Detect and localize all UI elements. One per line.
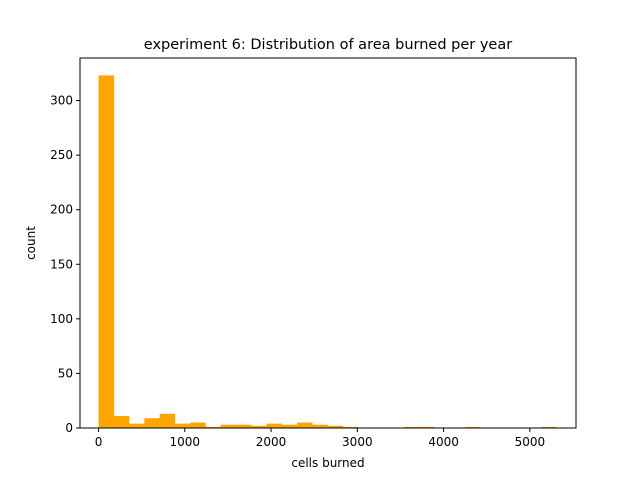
histogram-bar	[98, 75, 115, 428]
bars-group	[98, 75, 557, 428]
histogram-bar	[281, 424, 298, 428]
histogram-bar	[144, 418, 160, 428]
histogram-bar	[403, 426, 420, 428]
y-tick-label: 50	[58, 366, 73, 380]
x-axis-ticks: 0 1000 2000 3000 4000 5000	[95, 428, 545, 449]
histogram-bar	[113, 415, 130, 428]
histogram-bar	[159, 413, 176, 428]
histogram-bar	[190, 422, 206, 428]
y-tick-label: 250	[50, 148, 73, 162]
y-tick-label: 300	[50, 94, 73, 108]
histogram-bar	[312, 424, 328, 428]
histogram-bar	[129, 423, 145, 428]
histogram-bar	[327, 425, 344, 428]
y-tick-label: 200	[50, 203, 73, 217]
histogram-bar	[235, 424, 252, 428]
x-tick-label: 5000	[515, 435, 546, 449]
x-tick-label: 0	[95, 435, 103, 449]
histogram-bar	[174, 423, 191, 428]
y-axis-ticks: 0 50 100 150 200 250 300	[50, 94, 80, 435]
y-tick-label: 100	[50, 312, 73, 326]
y-tick-label: 150	[50, 257, 73, 271]
y-axis-label: count	[24, 226, 38, 260]
histogram-bar	[419, 426, 435, 428]
histogram-bar	[464, 426, 481, 428]
histogram-bar	[251, 425, 267, 428]
plot-frame	[79, 57, 577, 429]
y-tick-label: 0	[65, 421, 73, 435]
histogram-bar	[220, 424, 237, 428]
x-tick-label: 2000	[256, 435, 287, 449]
histogram-bar	[541, 426, 557, 428]
histogram-bar	[342, 426, 359, 428]
chart-title: experiment 6: Distribution of area burne…	[144, 37, 512, 53]
histogram-bar	[297, 422, 313, 428]
histogram-bar	[205, 426, 221, 428]
x-axis-label: cells burned	[291, 456, 364, 470]
x-tick-label: 1000	[170, 435, 201, 449]
x-tick-label: 4000	[428, 435, 459, 449]
x-tick-label: 3000	[342, 435, 373, 449]
histogram-bar	[266, 423, 283, 428]
